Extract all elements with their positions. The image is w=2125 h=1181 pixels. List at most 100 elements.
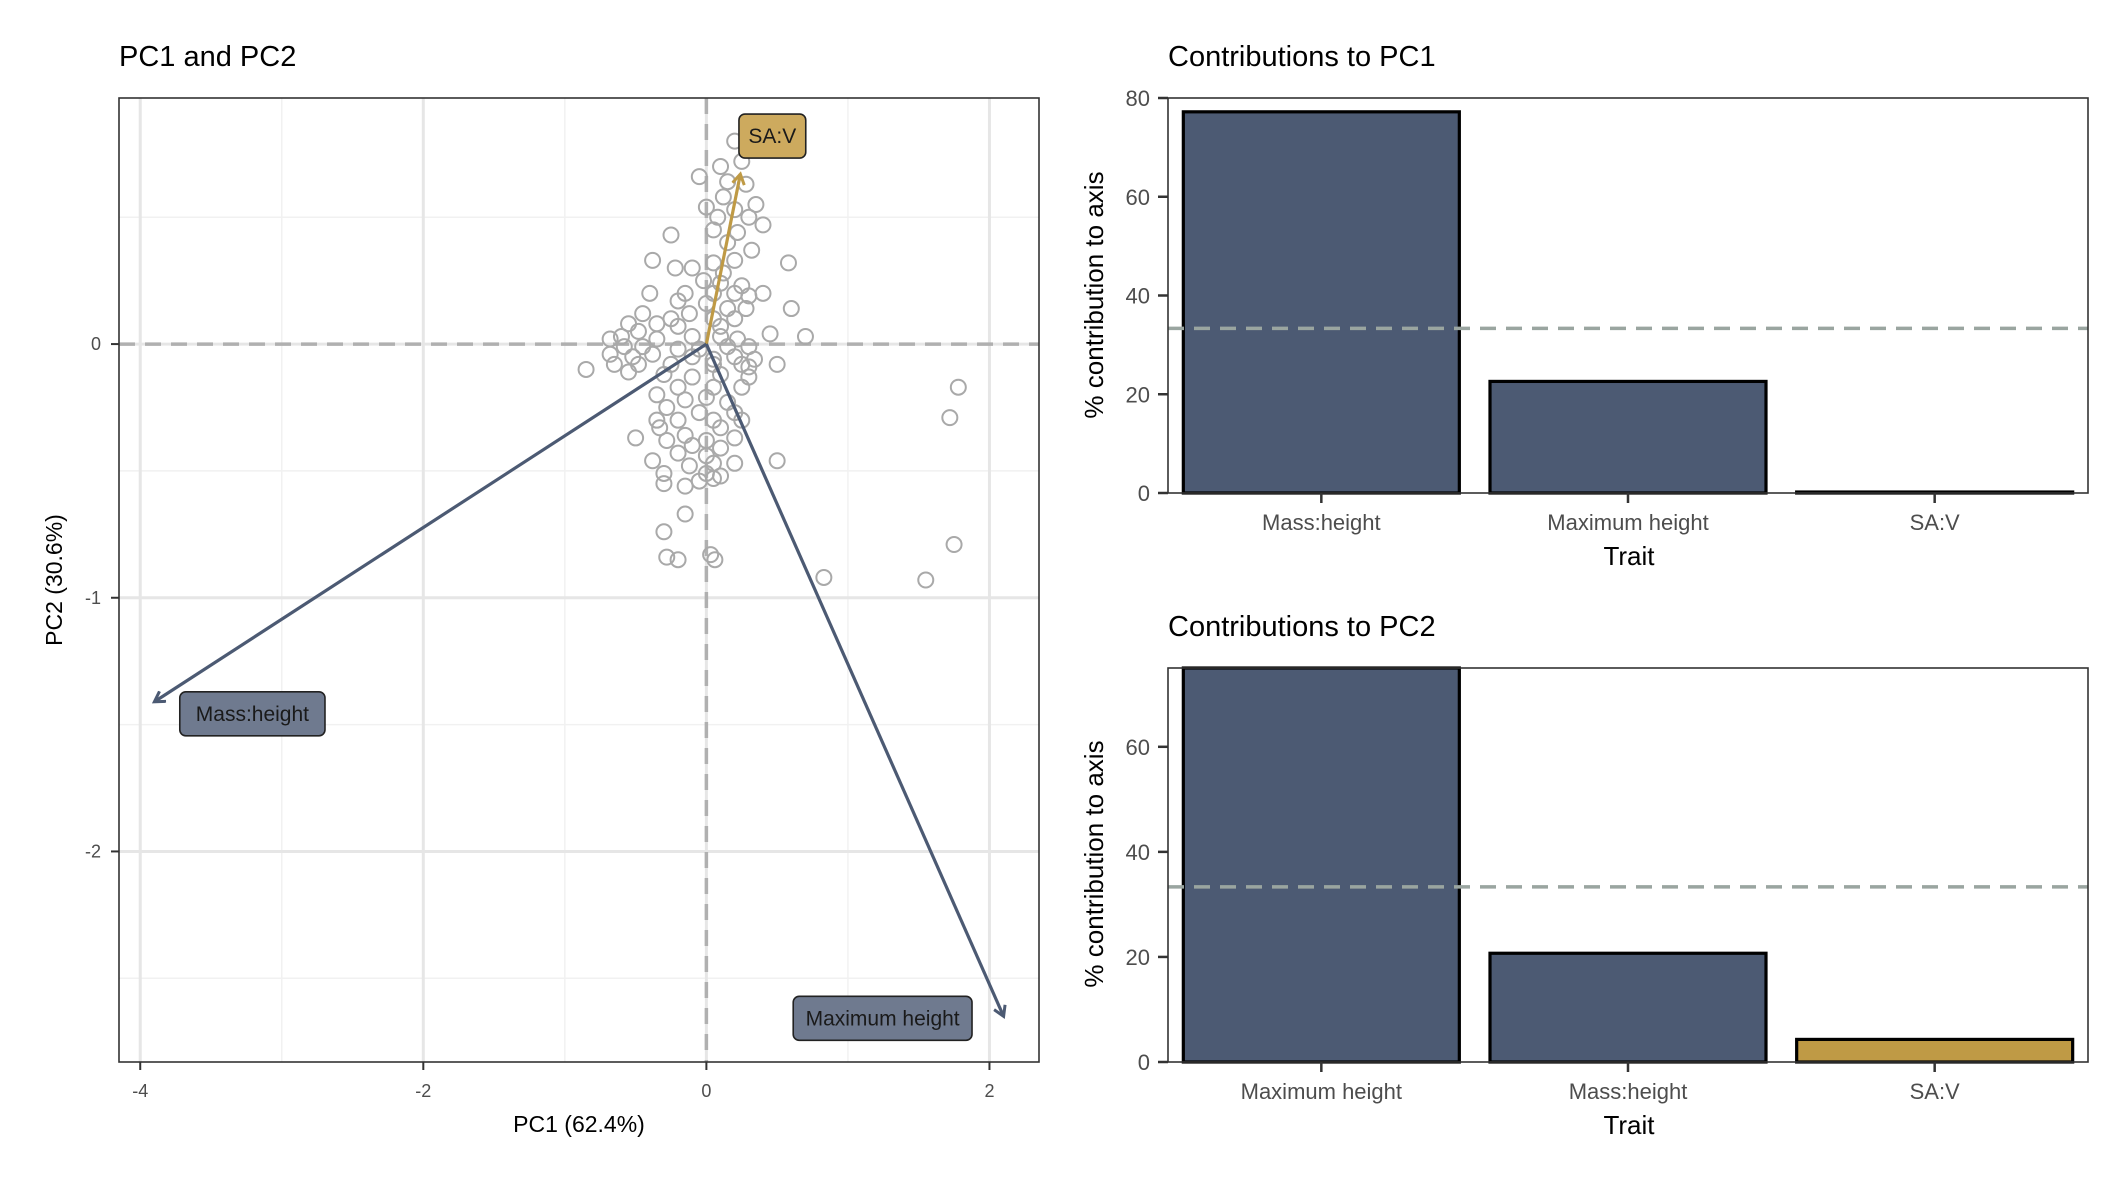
biplot-y-axis-title: PC2 (30.6%) [41, 514, 67, 646]
x-tick-label: Mass:height [1262, 510, 1381, 535]
data-point [726, 310, 744, 328]
pc2-chart-title: Contributions to PC2 [1168, 611, 1436, 643]
data-point [577, 360, 595, 378]
data-point [796, 327, 814, 345]
pc1-chart-title: Contributions to PC1 [1168, 41, 1436, 73]
data-point [697, 198, 715, 216]
data-point [627, 429, 645, 447]
data-point [644, 345, 662, 363]
data-point [666, 259, 684, 277]
y-tick-label: 20 [1126, 382, 1150, 407]
biplot-loading-arrows [154, 174, 1003, 1016]
pc1-bars-area: 0 20 40 60 80 Mass:height Maximum height SA:V [1126, 86, 2089, 535]
loading-label-text: SA:V [748, 125, 796, 148]
pc2-x-axis-title: Trait [1603, 1110, 1655, 1140]
data-point [706, 551, 724, 569]
data-point [690, 404, 708, 422]
data-point [634, 305, 652, 323]
biplot-x-axis-title: PC1 (62.4%) [513, 1111, 645, 1137]
y-tick-label: 60 [1126, 185, 1150, 210]
y-tick-label: 0 [1138, 1050, 1150, 1075]
data-point [712, 317, 730, 335]
x-tick-label: SA:V [1910, 1079, 1960, 1104]
data-point [917, 571, 935, 589]
y-tick-label: -1 [85, 588, 101, 608]
y-tick-label: 80 [1126, 86, 1150, 111]
y-tick-label: 0 [91, 334, 101, 354]
x-tick-label: 0 [701, 1081, 711, 1101]
loading-arrow [704, 174, 740, 345]
data-point [669, 444, 687, 462]
bar [1488, 951, 1768, 1064]
data-point [615, 338, 633, 356]
x-tick-label: Maximum height [1241, 1079, 1402, 1104]
data-point [740, 208, 758, 226]
data-point [815, 568, 833, 586]
data-point [683, 327, 701, 345]
data-point [648, 411, 666, 429]
loading-arrow [154, 342, 708, 702]
x-tick-label: -2 [415, 1081, 431, 1101]
biplot-y-axis: 0 -1 -2 [85, 334, 119, 861]
data-point [658, 398, 676, 416]
data-point [683, 368, 701, 386]
data-point [712, 157, 730, 175]
y-tick-label: -2 [85, 841, 101, 861]
data-point [683, 437, 701, 455]
data-point [669, 378, 687, 396]
data-point [669, 411, 687, 429]
x-tick-label: Mass:height [1569, 1079, 1688, 1104]
data-point [669, 340, 687, 358]
pc2-y-axis-title: % contribution to axis [1079, 740, 1109, 987]
data-point [702, 546, 720, 564]
pc2-bars-area: 0 20 40 60 Maximum height Mass:height SA:V [1126, 666, 2089, 1104]
data-point [733, 355, 751, 373]
y-tick-label: 0 [1138, 481, 1150, 506]
data-point [644, 251, 662, 269]
bar [1795, 1037, 2075, 1064]
biplot-panel-background [119, 98, 1039, 1062]
data-point [754, 216, 772, 234]
data-point [747, 196, 765, 214]
data-point [612, 327, 630, 345]
data-point [779, 254, 797, 272]
data-point [669, 551, 687, 569]
data-point [712, 419, 730, 437]
data-point [641, 284, 659, 302]
biplot-points [577, 132, 967, 589]
data-point [648, 330, 666, 348]
data-point [658, 431, 676, 449]
data-point [712, 366, 730, 384]
data-point [768, 452, 786, 470]
data-point [768, 355, 786, 373]
x-tick-label: SA:V [1910, 510, 1960, 535]
data-point [655, 464, 673, 482]
data-point [648, 386, 666, 404]
data-point [754, 284, 772, 302]
data-point [697, 388, 715, 406]
data-point [629, 322, 647, 340]
biplot-panel-border [118, 97, 1040, 1063]
data-point [676, 477, 694, 495]
data-point [669, 292, 687, 310]
data-point [655, 366, 673, 384]
data-point [655, 523, 673, 541]
y-tick-label: 40 [1126, 284, 1150, 309]
pc2-contribution-chart: Contributions to PC2 0 20 40 60 Maximum heig… [1079, 611, 2089, 1140]
data-point [945, 535, 963, 553]
data-point [680, 457, 698, 475]
data-point [704, 254, 722, 272]
data-point [644, 452, 662, 470]
bar [1181, 666, 1461, 1064]
data-point [712, 439, 730, 457]
biplot-title: PC1 and PC2 [119, 41, 296, 73]
data-point [605, 355, 623, 373]
data-point [714, 188, 732, 206]
data-point [704, 221, 722, 239]
data-point [676, 391, 694, 409]
biplot-x-axis: -4 -2 0 2 [132, 1062, 994, 1101]
data-point [761, 325, 779, 343]
pc1-x-axis-title: Trait [1603, 541, 1655, 571]
bar [1181, 110, 1461, 495]
